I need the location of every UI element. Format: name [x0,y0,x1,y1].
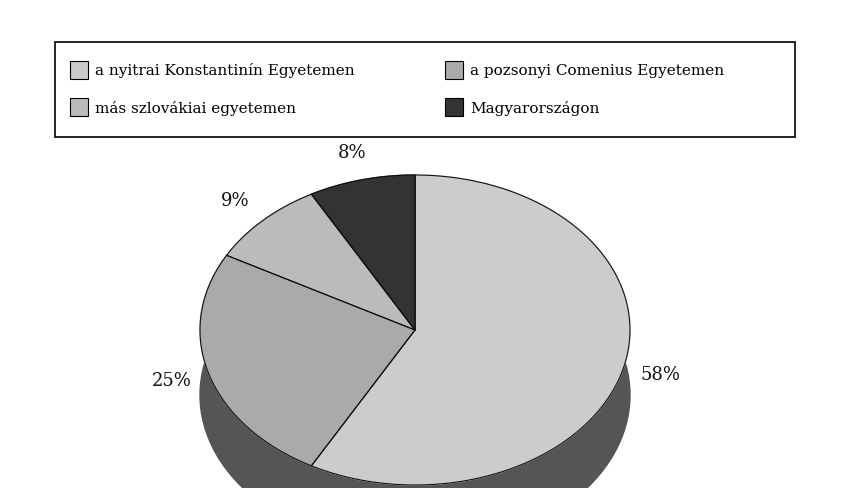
Polygon shape [226,194,414,330]
Text: 9%: 9% [221,192,250,210]
Bar [70,98,88,116]
Bar [444,61,462,79]
Text: Magyarországon: Magyarországon [469,101,598,116]
Text: 8%: 8% [338,144,366,162]
Text: más szlovákiai egyetemen: más szlovákiai egyetemen [95,101,295,116]
Text: 58%: 58% [640,366,680,385]
Polygon shape [311,175,414,330]
Text: a nyitrai Konstantinín Egyetemen: a nyitrai Konstantinín Egyetemen [95,63,354,79]
Text: a pozsonyi Comenius Egyetemen: a pozsonyi Comenius Egyetemen [469,64,723,78]
Polygon shape [311,175,629,485]
Polygon shape [200,255,414,466]
Text: 25%: 25% [152,372,191,390]
Bar [55,42,794,137]
Bar [444,98,462,116]
Ellipse shape [200,240,629,488]
Bar [70,61,88,79]
